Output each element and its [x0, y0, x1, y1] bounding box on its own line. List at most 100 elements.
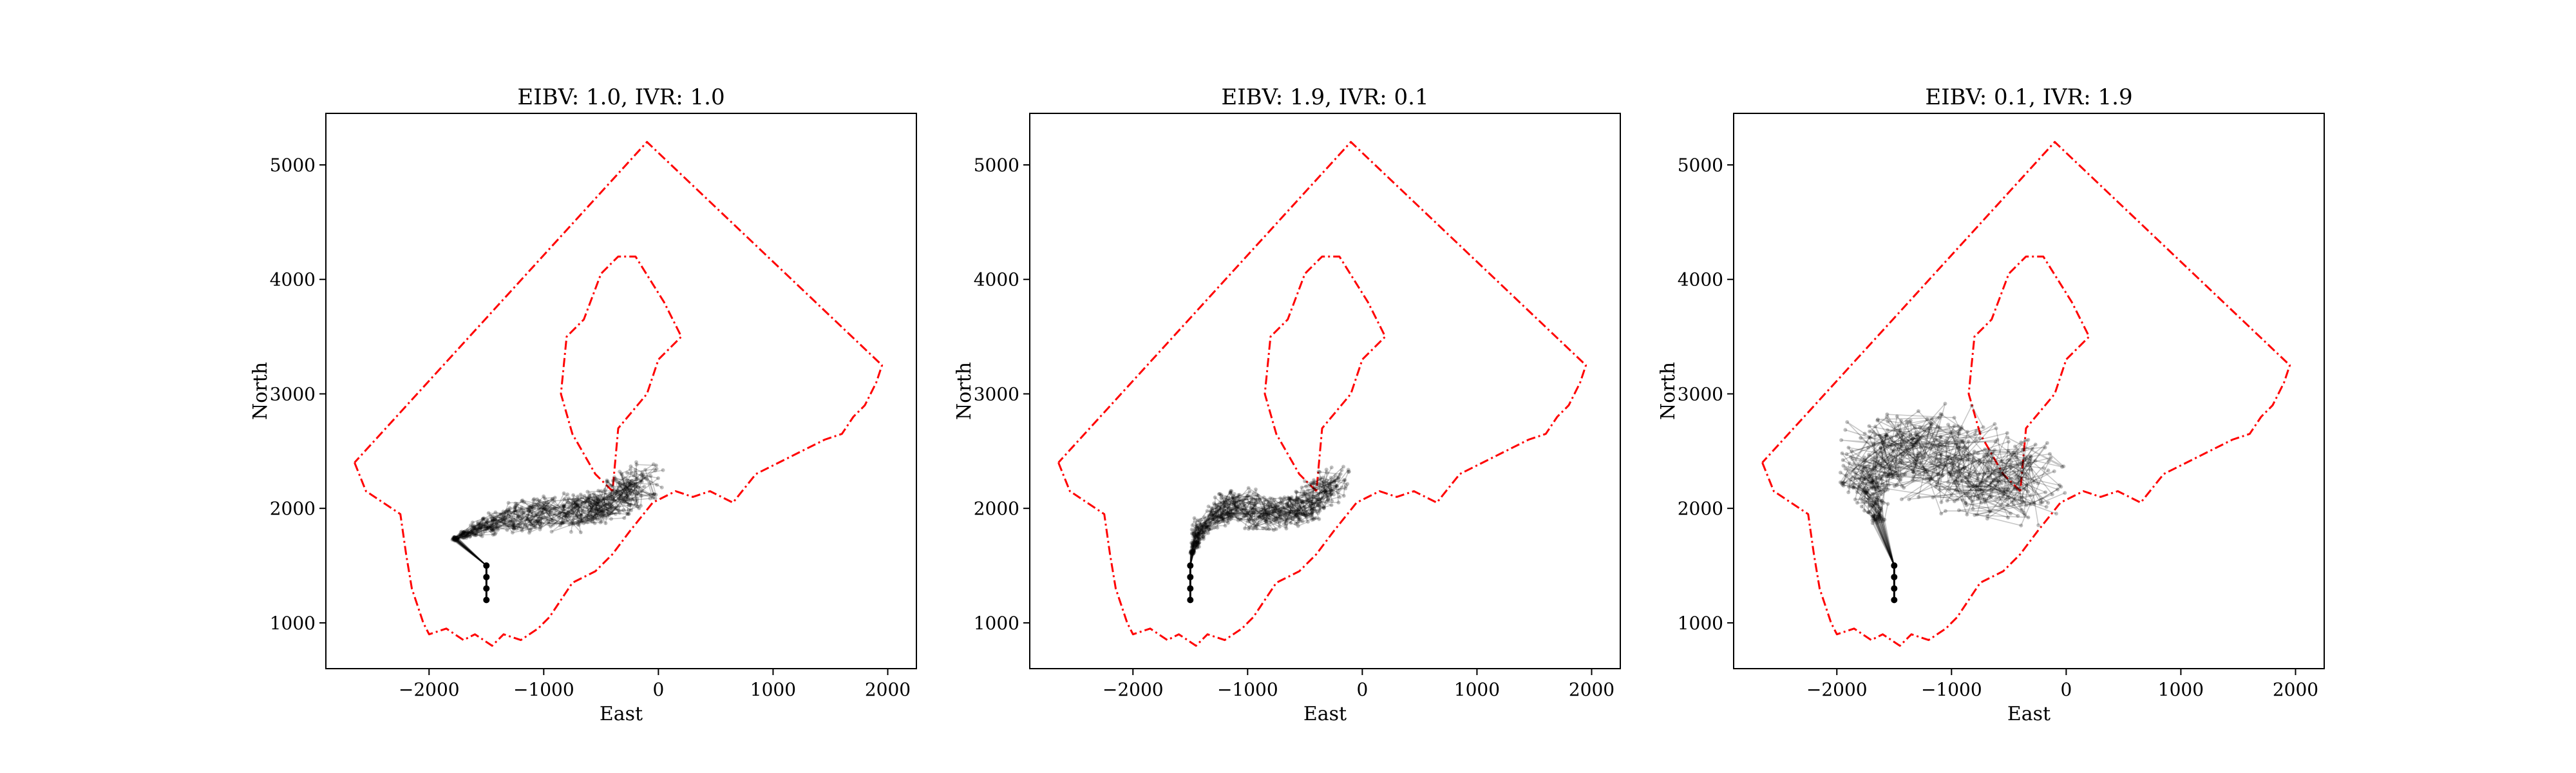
- trajectory-point: [1269, 502, 1274, 506]
- trajectory-point: [1961, 445, 1965, 450]
- trajectory-point: [1266, 500, 1271, 504]
- trajectory-point: [522, 509, 526, 513]
- trajectory-point: [1338, 488, 1341, 492]
- trajectory-point: [1262, 508, 1267, 513]
- trajectory-point: [558, 523, 562, 528]
- trajectory-point: [1899, 459, 1904, 464]
- trajectory-point: [621, 491, 626, 495]
- trajectory-point: [469, 530, 474, 535]
- trajectory-point: [510, 522, 515, 526]
- trajectory-point: [1280, 517, 1285, 522]
- trajectory-point: [2045, 441, 2049, 445]
- inner-boundary: [560, 255, 683, 492]
- trajectory-point: [1870, 500, 1875, 504]
- trajectory-point: [1292, 498, 1296, 502]
- trajectory-point: [1900, 454, 1905, 459]
- trajectory-point: [1896, 475, 1900, 480]
- trajectory-point: [588, 518, 592, 522]
- trajectory-point: [2022, 457, 2027, 461]
- trajectory-point: [1908, 452, 1912, 457]
- trajectory-line: [1842, 423, 2057, 566]
- trajectory-point: [1861, 477, 1866, 482]
- trajectory-point: [1222, 508, 1226, 512]
- trajectory-point: [1329, 481, 1333, 486]
- trajectory-point: [2029, 493, 2033, 497]
- trajectory-point: [629, 464, 633, 468]
- trajectory-point: [1227, 518, 1231, 522]
- trajectory-point: [1191, 543, 1195, 548]
- trajectory-point: [2043, 445, 2047, 450]
- trajectory-point: [630, 492, 634, 496]
- trajectory-point: [1293, 510, 1298, 514]
- trajectory-point: [1911, 436, 1915, 441]
- trajectory-point: [1343, 486, 1348, 491]
- trajectory-point: [1264, 519, 1268, 523]
- trajectory-point: [1954, 488, 1958, 492]
- trajectory-point: [1958, 468, 1963, 472]
- trajectory-line: [457, 470, 663, 566]
- trajectory-point: [1273, 504, 1277, 508]
- trajectory-point: [1192, 540, 1197, 544]
- trajectory-point: [1321, 496, 1325, 501]
- trajectory-line: [456, 475, 657, 566]
- trajectory-point: [590, 517, 594, 521]
- trajectory-point: [527, 509, 531, 513]
- trajectory-point: [1228, 491, 1233, 495]
- trajectory-point: [2002, 473, 2005, 477]
- trajectory-point: [495, 528, 500, 532]
- trajectory-point: [1233, 508, 1238, 512]
- trajectory-point: [1881, 517, 1886, 522]
- trajectory-point: [490, 517, 495, 521]
- trajectory-point: [566, 510, 571, 515]
- trajectory-point: [1275, 516, 1280, 520]
- inner-boundary: [1967, 255, 2090, 492]
- trajectory-point: [1960, 498, 1965, 502]
- trajectory-point: [513, 505, 517, 510]
- trajectory-point: [453, 537, 458, 542]
- trajectory-point: [605, 478, 609, 482]
- trajectory-point: [1297, 517, 1302, 521]
- trajectory-point: [639, 472, 644, 477]
- trajectory-point: [1250, 509, 1255, 513]
- trajectory-point: [1955, 497, 1960, 502]
- trajectory-point: [498, 513, 503, 517]
- trajectory-point: [1199, 528, 1204, 533]
- trajectory-point: [1940, 443, 1944, 448]
- trajectory-line: [455, 471, 637, 566]
- trajectory-point: [654, 493, 658, 497]
- trajectory-point: [1331, 488, 1334, 492]
- trajectory-point: [1308, 495, 1312, 499]
- trajectory-point: [513, 508, 518, 512]
- trajectory-point: [1953, 470, 1957, 474]
- trajectory-point: [1224, 501, 1227, 505]
- trajectory-point: [1194, 522, 1198, 527]
- trajectory-point: [542, 501, 546, 506]
- trajectory-point: [579, 513, 583, 517]
- trajectory-point: [1237, 498, 1242, 502]
- trajectory-point: [536, 506, 541, 510]
- trajectory-point: [1929, 421, 1934, 425]
- trajectory-point: [1949, 473, 1954, 477]
- trajectory-point: [1884, 433, 1889, 437]
- trajectory-point: [2019, 477, 2023, 481]
- trajectory-point: [1850, 475, 1855, 480]
- trajectory-point: [1875, 417, 1880, 422]
- trajectory-point: [1948, 431, 1953, 435]
- trajectory-point: [1213, 502, 1217, 507]
- trajectory-point: [614, 477, 618, 482]
- trajectory-point: [1874, 481, 1879, 485]
- trajectory-point: [573, 506, 576, 510]
- trajectory-point: [1940, 473, 1944, 478]
- trajectory-point: [1275, 508, 1280, 512]
- trajectory-point: [476, 523, 480, 528]
- trajectory-point: [1192, 533, 1197, 537]
- trajectory-point: [1274, 518, 1278, 522]
- trajectory-point: [639, 488, 644, 493]
- trajectory-point: [1300, 493, 1304, 498]
- trajectory-point: [1204, 525, 1209, 529]
- trajectory-point: [1862, 486, 1866, 490]
- trajectory-point: [2001, 487, 2005, 491]
- trajectory-point: [1873, 464, 1878, 469]
- trajectory-point: [616, 488, 620, 493]
- trajectory-point: [1191, 549, 1195, 554]
